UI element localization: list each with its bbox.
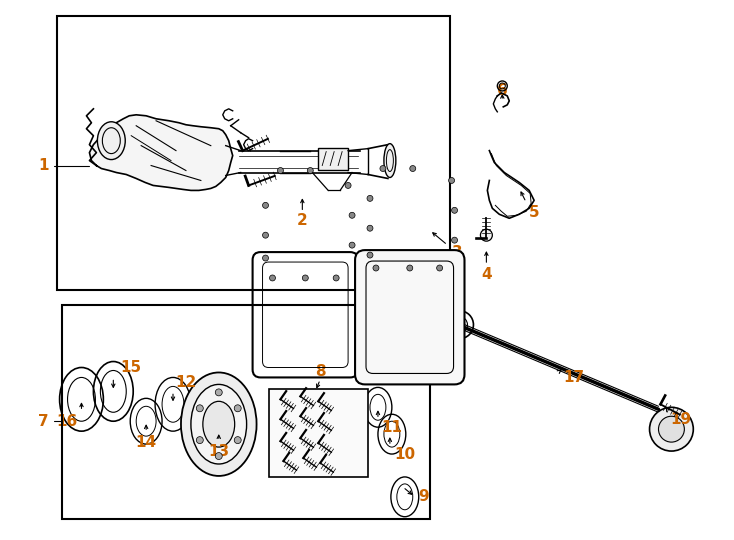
Circle shape (269, 275, 275, 281)
Circle shape (448, 178, 454, 184)
Text: 9: 9 (418, 489, 429, 504)
Circle shape (349, 242, 355, 248)
Circle shape (215, 389, 222, 396)
Text: 17: 17 (564, 370, 584, 385)
Text: 13: 13 (208, 443, 229, 458)
Bar (269, 389, 368, 477)
Circle shape (410, 166, 415, 172)
Ellipse shape (98, 122, 126, 160)
FancyBboxPatch shape (355, 250, 465, 384)
Text: 1: 1 (38, 158, 49, 173)
Text: 4: 4 (481, 267, 492, 282)
Text: 12: 12 (175, 375, 197, 390)
Circle shape (196, 437, 203, 443)
Text: 6: 6 (497, 83, 508, 98)
Circle shape (277, 167, 283, 173)
Text: 11: 11 (382, 420, 402, 435)
Text: 2: 2 (297, 213, 308, 228)
Text: 19: 19 (670, 411, 691, 427)
Circle shape (215, 453, 222, 460)
Circle shape (367, 252, 373, 258)
Ellipse shape (203, 401, 235, 447)
Text: 15: 15 (120, 360, 142, 375)
Circle shape (234, 437, 241, 443)
Text: 8: 8 (315, 364, 326, 379)
Circle shape (367, 195, 373, 201)
Polygon shape (90, 115, 233, 191)
Circle shape (263, 202, 269, 208)
Circle shape (345, 183, 351, 188)
Ellipse shape (181, 373, 257, 476)
Circle shape (234, 405, 241, 412)
Text: 16: 16 (56, 414, 77, 429)
Circle shape (451, 237, 457, 243)
Circle shape (333, 275, 339, 281)
Circle shape (263, 255, 269, 261)
Circle shape (308, 167, 313, 173)
Circle shape (437, 265, 443, 271)
Bar (62, 305, 429, 519)
Text: 14: 14 (136, 435, 156, 450)
Ellipse shape (384, 144, 396, 178)
Ellipse shape (650, 407, 694, 451)
Circle shape (302, 275, 308, 281)
Ellipse shape (191, 384, 247, 464)
Text: 7: 7 (38, 414, 49, 429)
Circle shape (407, 265, 413, 271)
Circle shape (373, 265, 379, 271)
Text: 10: 10 (394, 447, 415, 462)
Circle shape (349, 212, 355, 218)
Circle shape (380, 166, 386, 172)
Ellipse shape (658, 416, 684, 442)
Circle shape (196, 405, 203, 412)
Bar (319, 147, 348, 170)
Circle shape (451, 207, 457, 213)
Text: 5: 5 (528, 205, 539, 220)
Circle shape (367, 225, 373, 231)
Circle shape (263, 232, 269, 238)
Text: 18: 18 (439, 340, 460, 355)
Bar (57, 16, 449, 290)
Text: 3: 3 (452, 245, 463, 260)
Circle shape (481, 229, 493, 241)
